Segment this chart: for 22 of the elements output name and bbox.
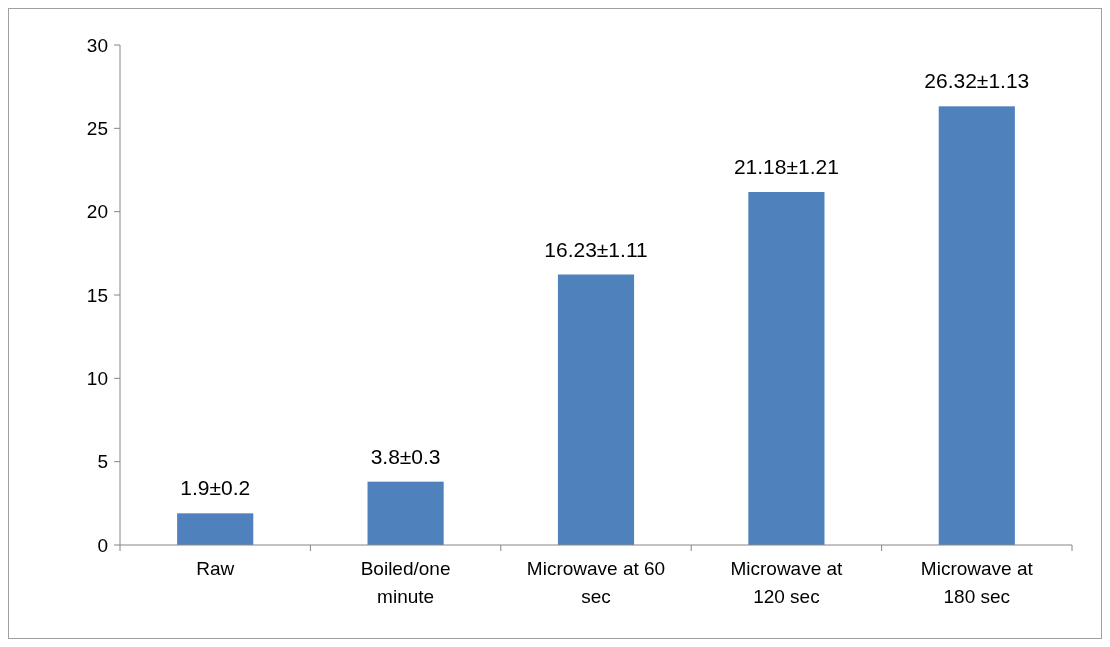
x-tick-label: Boiled/one minute	[360, 558, 451, 607]
data-label: 26.32±1.13	[924, 69, 1030, 93]
y-tick-label: 5	[97, 451, 108, 473]
data-label: 21.18±1.21	[733, 155, 839, 178]
y-tick-label: 25	[86, 117, 108, 139]
bar	[557, 274, 635, 545]
y-tick-label: 0	[97, 534, 108, 556]
y-tick-label: 20	[86, 201, 108, 223]
bar	[938, 106, 1015, 545]
x-tick-label: Microwave at 180 sec	[920, 558, 1034, 607]
data-label: 16.23±1.11	[544, 237, 648, 261]
y-tick-label: 10	[86, 367, 108, 389]
bar	[367, 481, 444, 545]
y-tick-label: 30	[86, 34, 108, 56]
x-tick-label: Raw	[196, 558, 235, 579]
bar	[748, 192, 825, 545]
x-tick-label: Microwave at 60 sec	[526, 558, 666, 607]
data-label: 3.8±0.3	[370, 444, 441, 468]
bar	[177, 513, 254, 545]
data-label: 1.9±0.2	[180, 476, 251, 500]
y-tick-label: 15	[86, 284, 108, 306]
x-tick-label: Microwave at 120 sec	[730, 558, 844, 607]
